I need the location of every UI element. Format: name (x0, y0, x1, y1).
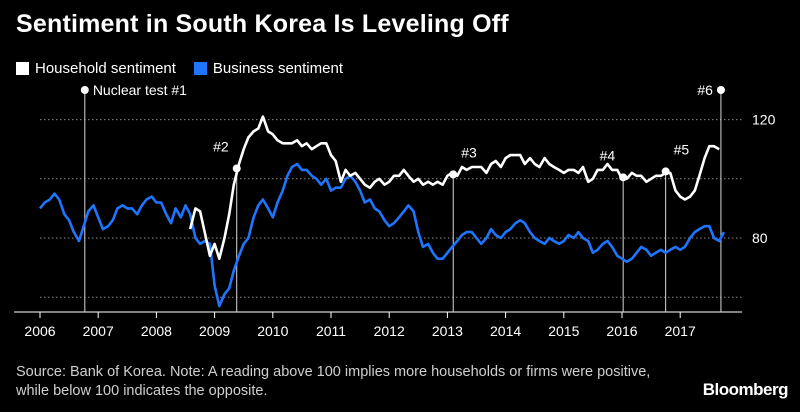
business-sentiment-line (38, 162, 726, 308)
legend-item-household: Household sentiment (16, 60, 176, 77)
household-sentiment-line (188, 115, 720, 261)
legend-item-business: Business sentiment (193, 59, 343, 77)
chart-title: Sentiment in South Korea Is Leveling Off (16, 10, 509, 38)
annotation-marker-1 (80, 86, 89, 94)
x-tick-label-2014: 2014 (490, 323, 521, 339)
legend-label-household: Household sentiment (35, 59, 176, 77)
x-tick-label-2008: 2008 (141, 323, 172, 339)
annotation-marker-4 (619, 173, 628, 182)
y-tick-label-120: 120 (752, 112, 776, 128)
annotation-label-6: #6 (697, 82, 713, 98)
y-tick-label-80: 80 (752, 230, 768, 246)
x-tick-label-2012: 2012 (374, 323, 405, 339)
annotation-label-1: Nuclear test #1 (93, 82, 187, 98)
annotation-label-4: #4 (600, 147, 616, 163)
x-tick-label-2007: 2007 (83, 323, 114, 339)
annotation-marker-3 (449, 170, 458, 179)
x-tick-label-2015: 2015 (548, 323, 579, 339)
chart-legend: Household sentiment Business sentiment (16, 58, 361, 78)
x-tick-label-2017: 2017 (665, 323, 696, 339)
legend-swatch-business (193, 61, 207, 75)
x-tick-label-2013: 2013 (432, 323, 463, 339)
legend-swatch-household (16, 61, 29, 75)
annotation-label-5: #5 (674, 141, 690, 157)
x-tick-label-2006: 2006 (24, 323, 55, 339)
source-note: Source: Bank of Korea. Note: A reading a… (16, 364, 651, 399)
annotation-marker-5 (661, 167, 670, 176)
annotation-marker-6 (716, 86, 725, 94)
x-tick-label-2016: 2016 (606, 323, 637, 339)
x-tick-label-2011: 2011 (316, 323, 346, 339)
x-tick-label-2009: 2009 (199, 323, 230, 339)
bloomberg-logo: Bloomberg (702, 380, 789, 399)
annotation-marker-2 (232, 164, 241, 173)
legend-label-business: Business sentiment (212, 59, 343, 77)
annotation-label-2: #2 (213, 138, 229, 154)
x-tick-label-2010: 2010 (257, 323, 288, 339)
annotation-label-3: #3 (461, 144, 477, 160)
